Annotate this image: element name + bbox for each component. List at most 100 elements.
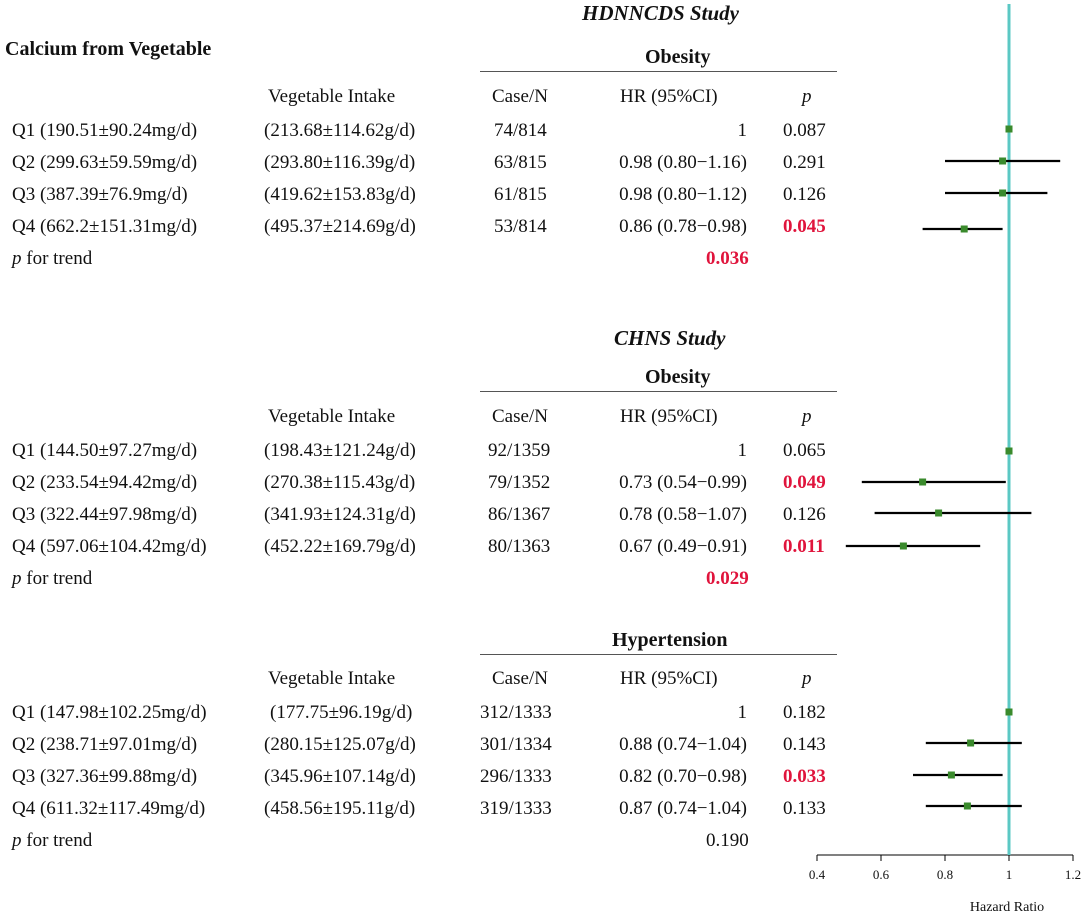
- vegetable-intake: (452.22±169.79g/d): [264, 536, 416, 557]
- p-value-significant: 0.033: [783, 766, 826, 787]
- hr-ci: 0.78 (0.58−1.07): [619, 504, 747, 525]
- x-tick-label: 0.6: [873, 867, 890, 882]
- vegetable-intake: (198.43±121.24g/d): [264, 440, 416, 461]
- header-case: Case/N: [492, 668, 548, 689]
- hr-ci: 0.98 (0.80−1.12): [619, 184, 747, 205]
- trend-p-value: 0.190: [706, 830, 749, 851]
- hr-marker: [967, 739, 975, 747]
- trend-label: p for trend: [12, 830, 92, 852]
- header-p: p: [802, 668, 812, 689]
- vegetable-intake: (177.75±96.19g/d): [270, 702, 413, 723]
- hr-marker: [919, 478, 927, 486]
- vegetable-intake: (213.68±114.62g/d): [264, 120, 416, 141]
- header-vegetable: Vegetable Intake: [268, 406, 396, 427]
- study-title: CHNS Study: [614, 326, 726, 350]
- vegetable-intake: (293.80±116.39g/d): [264, 152, 416, 173]
- hr-marker: [1005, 708, 1013, 716]
- hr-ci: 0.98 (0.80−1.16): [619, 152, 747, 173]
- trend-label-text: for trend: [26, 568, 93, 589]
- vegetable-intake: (495.37±214.69g/d): [264, 216, 416, 237]
- header-rule: [480, 391, 837, 392]
- quartile-label: Q2 (238.71±97.01mg/d): [12, 734, 198, 755]
- p-value: 0.182: [783, 702, 826, 723]
- header-case: Case/N: [492, 406, 548, 427]
- hr-ci: 1: [737, 702, 748, 723]
- hr-marker: [999, 189, 1007, 197]
- case-n: 312/1333: [480, 702, 552, 723]
- x-axis-label: Hazard Ratio: [970, 900, 1044, 914]
- page-title: Calcium from Vegetable: [5, 38, 212, 60]
- hr-marker: [1005, 447, 1013, 455]
- hr-ci: 1: [737, 440, 748, 461]
- header-hr: HR (95%CI): [620, 668, 718, 689]
- x-tick-label: 1.2: [1065, 867, 1081, 882]
- hr-marker: [947, 771, 955, 779]
- hr-ci: 0.73 (0.54−0.99): [619, 472, 747, 493]
- hr-ci: 1: [737, 120, 748, 141]
- hr-marker: [960, 225, 968, 233]
- quartile-label: Q2 (233.54±94.42mg/d): [12, 472, 198, 493]
- case-n: 61/815: [494, 184, 547, 205]
- vegetable-intake: (419.62±153.83g/d): [264, 184, 416, 205]
- case-n: 53/814: [494, 216, 547, 237]
- p-value: 0.065: [783, 440, 826, 461]
- trend-label-text: for trend: [26, 830, 93, 851]
- quartile-label: Q3 (387.39±76.9mg/d): [12, 184, 188, 205]
- header-rule: [480, 654, 837, 655]
- trend-label: p for trend: [12, 248, 92, 270]
- header-p: p: [802, 86, 812, 107]
- p-value: 0.087: [783, 120, 826, 141]
- trend-p-value: 0.029: [706, 568, 749, 589]
- hr-ci: 0.88 (0.74−1.04): [619, 734, 747, 755]
- hr-ci: 0.82 (0.70−0.98): [619, 766, 747, 787]
- hr-marker: [935, 509, 943, 517]
- case-n: 63/815: [494, 152, 547, 173]
- hr-marker: [1005, 125, 1013, 133]
- outcome-title: Hypertension: [612, 629, 728, 651]
- quartile-label: Q1 (147.98±102.25mg/d): [12, 702, 207, 723]
- outcome-title: Obesity: [645, 46, 711, 68]
- vegetable-intake: (458.56±195.11g/d): [264, 798, 416, 819]
- p-value: 0.133: [783, 798, 826, 819]
- header-hr: HR (95%CI): [620, 86, 718, 107]
- case-n: 319/1333: [480, 798, 552, 819]
- vegetable-intake: (341.93±124.31g/d): [264, 504, 416, 525]
- trend-p-symbol: p: [12, 568, 22, 589]
- quartile-label: Q3 (327.36±99.88mg/d): [12, 766, 198, 787]
- header-hr: HR (95%CI): [620, 406, 718, 427]
- case-n: 296/1333: [480, 766, 552, 787]
- quartile-label: Q4 (611.32±117.49mg/d): [12, 798, 206, 819]
- case-n: 80/1363: [488, 536, 551, 557]
- hr-marker: [899, 542, 907, 550]
- trend-label: p for trend: [12, 568, 92, 590]
- p-value: 0.143: [783, 734, 826, 755]
- p-value: 0.126: [783, 184, 826, 205]
- vegetable-intake: (270.38±115.43g/d): [264, 472, 416, 493]
- quartile-label: Q1 (190.51±90.24mg/d): [12, 120, 198, 141]
- vegetable-intake: (345.96±107.14g/d): [264, 766, 416, 787]
- case-n: 74/814: [494, 120, 547, 141]
- vegetable-intake: (280.15±125.07g/d): [264, 734, 416, 755]
- quartile-label: Q1 (144.50±97.27mg/d): [12, 440, 198, 461]
- header-rule: [480, 71, 837, 72]
- quartile-label: Q2 (299.63±59.59mg/d): [12, 152, 198, 173]
- hr-marker: [963, 802, 971, 810]
- hr-marker: [999, 157, 1007, 165]
- case-n: 92/1359: [488, 440, 551, 461]
- case-n: 86/1367: [488, 504, 551, 525]
- header-case: Case/N: [492, 86, 548, 107]
- x-tick-label: 1: [1006, 867, 1013, 882]
- header-vegetable: Vegetable Intake: [268, 86, 396, 107]
- header-vegetable: Vegetable Intake: [268, 668, 396, 689]
- hr-ci: 0.67 (0.49−0.91): [619, 536, 747, 557]
- trend-label-text: for trend: [26, 248, 93, 269]
- hr-ci: 0.86 (0.78−0.98): [619, 216, 747, 237]
- trend-p-symbol: p: [12, 248, 22, 269]
- study-title: HDNNCDS Study: [582, 1, 739, 25]
- p-value-significant: 0.049: [783, 472, 826, 493]
- case-n: 301/1334: [480, 734, 552, 755]
- quartile-label: Q4 (662.2±151.31mg/d): [12, 216, 198, 237]
- trend-p-symbol: p: [12, 830, 22, 851]
- p-value-significant: 0.011: [783, 536, 825, 557]
